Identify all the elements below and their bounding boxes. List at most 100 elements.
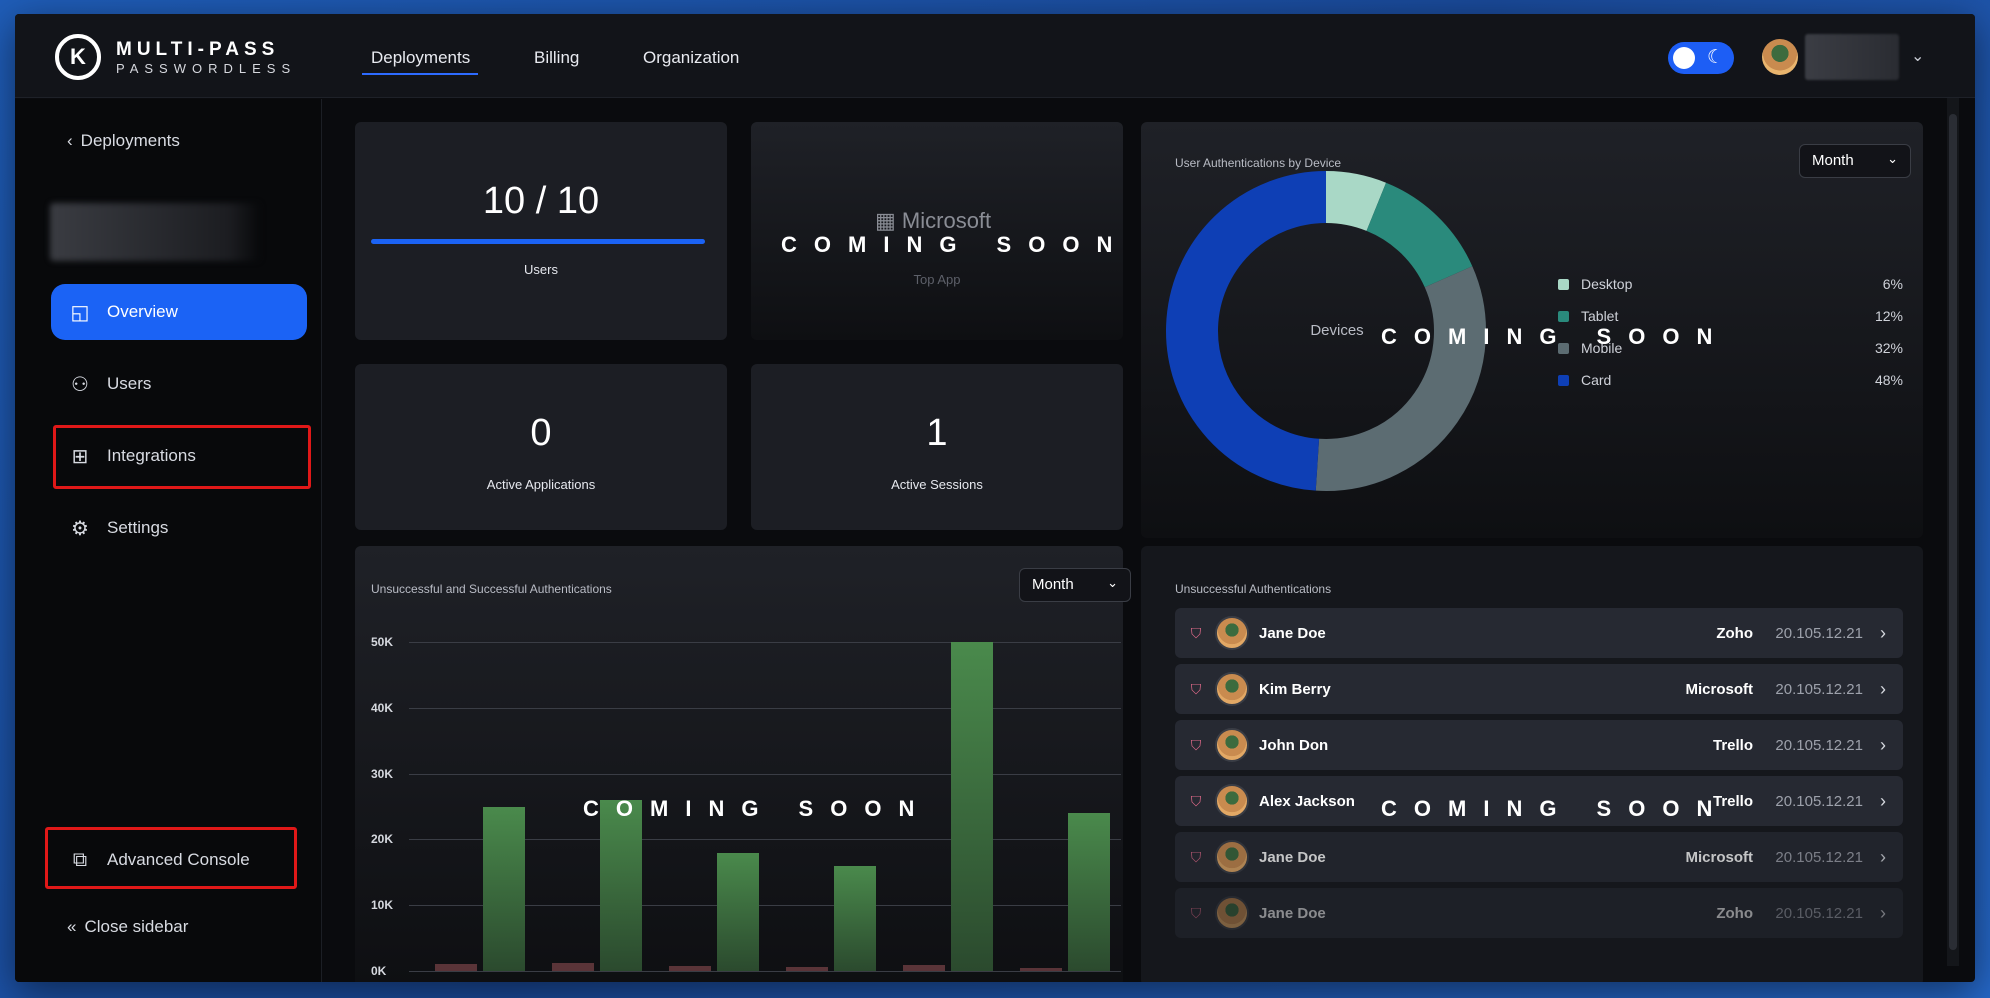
legend-label: Mobile bbox=[1581, 340, 1623, 356]
grid-icon: ⊞ bbox=[71, 445, 89, 468]
gridline bbox=[409, 773, 1121, 775]
list-item[interactable]: ⛉ Jane Doe Zoho 20.105.12.21 › bbox=[1175, 888, 1903, 938]
bar-unsuccessful[interactable] bbox=[1020, 968, 1062, 971]
chevron-right-icon[interactable]: › bbox=[1880, 902, 1886, 923]
user-name: Kim Berry bbox=[1259, 680, 1331, 698]
list-item[interactable]: ⛉ Kim Berry Microsoft 20.105.12.21 › bbox=[1175, 664, 1903, 714]
device-period-select[interactable]: Month ⌄ bbox=[1799, 144, 1911, 178]
bar-unsuccessful[interactable] bbox=[786, 967, 828, 971]
chevron-right-icon[interactable]: › bbox=[1880, 846, 1886, 867]
app-name: Microsoft bbox=[1685, 848, 1754, 866]
sidebar: ‹ Deployments ◱ Overview ⚇ Users ⊞ Integr… bbox=[15, 99, 322, 982]
chevron-right-icon[interactable]: › bbox=[1880, 678, 1886, 699]
legend-percent: 6% bbox=[1882, 276, 1903, 292]
user-name: Alex Jackson bbox=[1259, 792, 1355, 810]
user-avatar[interactable] bbox=[1762, 39, 1798, 75]
sidebar-item-label: Integrations bbox=[107, 446, 196, 465]
toggle-knob bbox=[1673, 47, 1695, 69]
bar-unsuccessful[interactable] bbox=[669, 965, 711, 971]
legend-swatch bbox=[1558, 278, 1569, 290]
avatar bbox=[1215, 784, 1249, 818]
legend-percent: 48% bbox=[1874, 372, 1903, 388]
logo-icon[interactable]: K bbox=[55, 34, 101, 80]
legend-label: Card bbox=[1581, 372, 1612, 388]
bar-unsuccessful[interactable] bbox=[903, 965, 945, 971]
top-app-card: ▦ Microsoft Top App COMING SOON bbox=[751, 122, 1123, 340]
bar-successful[interactable] bbox=[600, 799, 642, 971]
bar-successful[interactable] bbox=[834, 865, 876, 971]
bar-successful[interactable] bbox=[1068, 813, 1110, 971]
legend-swatch bbox=[1558, 374, 1569, 386]
ip-address: 20.105.12.21 bbox=[1775, 904, 1863, 922]
auth-period-select[interactable]: Month ⌄ bbox=[1019, 568, 1131, 602]
nav-active-indicator bbox=[362, 73, 478, 75]
bar-successful[interactable] bbox=[951, 642, 993, 971]
bar-unsuccessful[interactable] bbox=[435, 964, 477, 971]
bar-successful[interactable] bbox=[717, 852, 759, 971]
nav-billing[interactable]: Billing bbox=[534, 48, 580, 67]
active-sessions-card: 1 Active Sessions bbox=[751, 364, 1123, 530]
shield-icon: ⛉ bbox=[1190, 736, 1202, 753]
users-label: Users bbox=[524, 262, 558, 277]
users-progress-track bbox=[371, 239, 705, 244]
user-name: Jane Doe bbox=[1259, 904, 1326, 922]
sidebar-item-users[interactable]: ⚇ Users bbox=[51, 356, 307, 412]
legend-percent: 32% bbox=[1874, 340, 1903, 356]
chevron-right-icon[interactable]: › bbox=[1880, 790, 1886, 811]
deployment-name-blurred bbox=[50, 203, 260, 261]
sidebar-item-settings[interactable]: ⚙ Settings bbox=[51, 500, 307, 556]
list-item[interactable]: ⛉ John Don Trello 20.105.12.21 › bbox=[1175, 720, 1903, 770]
chevron-down-icon[interactable]: ⌄ bbox=[1911, 48, 1925, 65]
advanced-console-link[interactable]: ⧉ Advanced Console bbox=[51, 832, 307, 888]
y-tick-label: 50K bbox=[371, 635, 394, 649]
donut-center-label: Devices bbox=[1310, 322, 1364, 339]
list-item[interactable]: ⛉ Jane Doe Zoho 20.105.12.21 › bbox=[1175, 608, 1903, 658]
donut-slice-mobile[interactable] bbox=[1315, 266, 1486, 491]
device-period-value: Month bbox=[1812, 152, 1854, 169]
main-scrollbar[interactable] bbox=[1947, 98, 1959, 966]
donut-slice-card[interactable] bbox=[1166, 171, 1327, 491]
bar-successful[interactable] bbox=[483, 806, 525, 971]
sidebar-item-label: Overview bbox=[107, 302, 178, 321]
donut-slice-tablet[interactable] bbox=[1365, 182, 1473, 289]
users-card: 10 / 10 Users bbox=[355, 122, 727, 340]
avatar bbox=[1215, 896, 1249, 930]
gear-icon: ⚙ bbox=[71, 517, 89, 540]
user-name-blurred[interactable] bbox=[1805, 34, 1899, 80]
nav-deployments[interactable]: Deployments bbox=[371, 48, 471, 67]
close-sidebar-button[interactable]: « Close sidebar bbox=[67, 917, 188, 937]
sidebar-item-integrations[interactable]: ⊞ Integrations bbox=[51, 428, 307, 484]
back-to-deployments[interactable]: ‹ Deployments bbox=[67, 131, 180, 151]
donut-slice-desktop[interactable] bbox=[1325, 171, 1387, 232]
shield-icon: ⛉ bbox=[1190, 904, 1202, 921]
moon-icon: ☾ bbox=[1706, 47, 1724, 68]
microsoft-logo-icon: ▦ bbox=[875, 208, 896, 233]
sidebar-item-label: Users bbox=[107, 374, 152, 393]
gridline bbox=[409, 971, 1121, 972]
advanced-console-label: Advanced Console bbox=[107, 850, 250, 869]
scrollbar-thumb[interactable] bbox=[1949, 114, 1957, 950]
list-item[interactable]: ⛉ Jane Doe Microsoft 20.105.12.21 › bbox=[1175, 832, 1903, 882]
double-chevron-left-icon: « bbox=[67, 917, 77, 936]
ip-address: 20.105.12.21 bbox=[1775, 792, 1863, 810]
gridline bbox=[409, 642, 1121, 643]
chevron-right-icon[interactable]: › bbox=[1880, 622, 1886, 643]
user-name: Jane Doe bbox=[1259, 848, 1326, 866]
auth-period-value: Month bbox=[1032, 576, 1074, 593]
avatar bbox=[1215, 672, 1249, 706]
y-tick-label: 30K bbox=[371, 766, 394, 781]
active-applications-label: Active Applications bbox=[486, 477, 596, 492]
nav-organization[interactable]: Organization bbox=[643, 48, 740, 67]
ip-address: 20.105.12.21 bbox=[1775, 848, 1863, 866]
user-name: Jane Doe bbox=[1259, 624, 1326, 642]
chart-icon: ◱ bbox=[70, 301, 90, 324]
bar-unsuccessful[interactable] bbox=[552, 963, 594, 971]
chevron-right-icon[interactable]: › bbox=[1880, 734, 1886, 755]
highlight-box-integrations bbox=[53, 425, 311, 489]
shield-icon: ⛉ bbox=[1190, 680, 1202, 697]
avatar bbox=[1215, 616, 1249, 650]
theme-toggle[interactable]: ☾ bbox=[1668, 42, 1734, 74]
sidebar-item-overview[interactable]: ◱ Overview bbox=[51, 284, 307, 340]
app-window: K MULTI-PASS PASSWORDLESS Deployments Bi… bbox=[15, 14, 1975, 982]
list-item[interactable]: ⛉ Alex Jackson Trello 20.105.12.21 › bbox=[1175, 776, 1903, 826]
